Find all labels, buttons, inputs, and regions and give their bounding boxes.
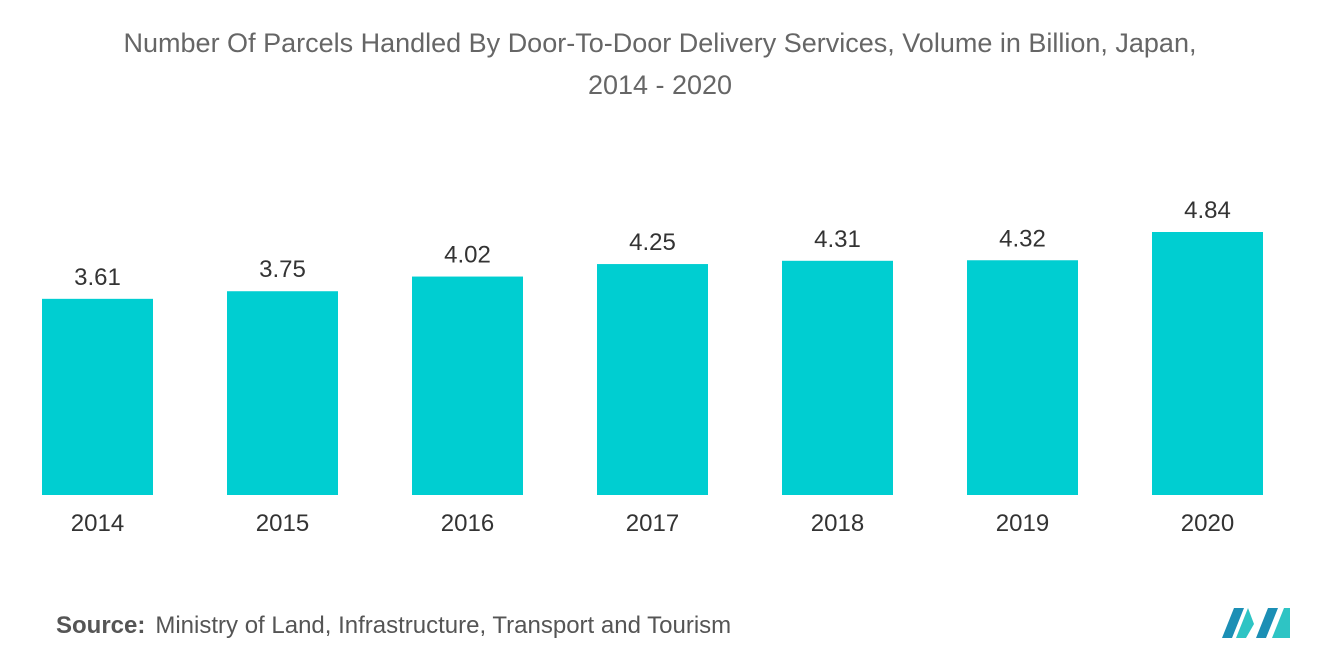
data-label-2017: 4.25 [629,229,676,256]
bar-chart: 3.61 2014 3.75 2015 4.02 2016 4.25 2017 4.31 2018… [42,197,1263,537]
x-tick-label-2018: 2018 [811,510,864,537]
source-label: Source: [56,612,146,639]
chart-title: Number Of Parcels Handled By Door-To-Doo… [0,22,1320,106]
data-label-2014: 3.61 [74,264,121,291]
bar-2020 [1152,232,1263,495]
bar-2016 [412,276,523,495]
data-label-2020: 4.84 [1184,197,1231,224]
x-tick-label-2015: 2015 [256,510,309,537]
chart-title-line-2: 2014 - 2020 [587,70,733,100]
x-tick-label-2019: 2019 [996,510,1049,537]
brand-logo-icon [1222,608,1290,638]
x-tick-label-2017: 2017 [626,510,679,537]
bar-2015 [227,291,338,495]
x-tick-label-2020: 2020 [1181,510,1234,537]
data-label-2019: 4.32 [999,225,1046,252]
data-label-2015: 3.75 [259,256,306,283]
chart-title-line-1: Number Of Parcels Handled By Door-To-Doo… [123,28,1197,58]
bar-2014 [42,298,153,495]
source-note: Source: Ministry of Land, Infrastructure,… [56,612,731,640]
bar-2019 [967,260,1078,495]
x-tick-label-2016: 2016 [441,510,494,537]
data-label-2016: 4.02 [444,242,491,269]
data-label-2018: 4.31 [814,226,861,253]
x-tick-label-2014: 2014 [71,510,124,537]
bar-2018 [782,260,893,495]
source-text: Ministry of Land, Infrastructure, Transp… [155,612,732,639]
bar-2017 [597,264,708,495]
